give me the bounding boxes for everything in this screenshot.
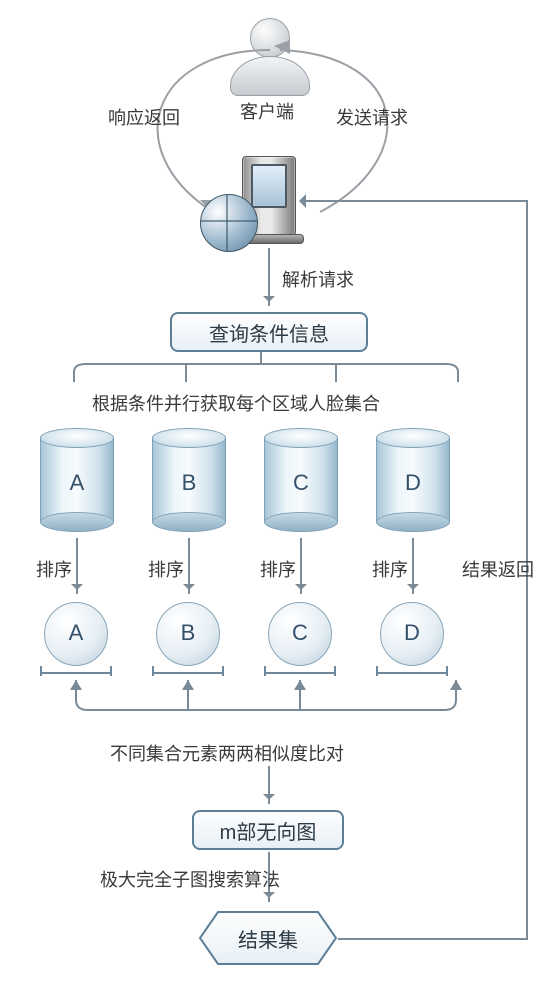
server-globe-icon xyxy=(200,194,258,252)
region-cyl-b-label: B xyxy=(152,470,226,496)
fanout-label: 根据条件并行获取每个区域人脸集合 xyxy=(92,390,380,416)
disc-a: A xyxy=(44,602,108,666)
region-cyl-c: C xyxy=(264,428,338,532)
query-conditions-box: 查询条件信息 xyxy=(170,312,368,352)
loop-left-label: 响应返回 xyxy=(108,104,180,130)
region-cyl-d-label: D xyxy=(376,470,450,496)
disc-b-label: B xyxy=(181,620,196,645)
arrow-sort-a xyxy=(76,538,78,594)
return-arrowhead xyxy=(292,194,306,208)
region-cyl-b: B xyxy=(152,428,226,532)
disc-c-label: C xyxy=(292,620,308,645)
m-partite-graph-text: m部无向图 xyxy=(220,816,317,845)
return-label: 结果返回 xyxy=(462,556,534,582)
disc-stand-b xyxy=(152,666,224,674)
disc-c: C xyxy=(268,602,332,666)
sort-label-a: 排序 xyxy=(36,556,72,582)
disc-a-label: A xyxy=(69,620,84,645)
arrow-compare-to-graph xyxy=(268,766,270,804)
result-hexagon-text: 结果集 xyxy=(238,924,298,953)
algo-label: 极大完全子图搜索算法 xyxy=(100,866,280,892)
disc-stand-a xyxy=(40,666,112,674)
query-conditions-text: 查询条件信息 xyxy=(209,318,329,347)
sort-label-c: 排序 xyxy=(260,556,296,582)
server-screen-icon xyxy=(251,164,287,208)
compare-label: 不同集合元素两两相似度比对 xyxy=(110,740,344,766)
disc-stand-c xyxy=(264,666,336,674)
result-hexagon: 结果集 xyxy=(198,910,338,966)
loop-right-label: 发送请求 xyxy=(336,104,408,130)
region-cyl-a: A xyxy=(40,428,114,532)
arrow-sort-b xyxy=(188,538,190,594)
disc-b: B xyxy=(156,602,220,666)
sort-label-d: 排序 xyxy=(372,556,408,582)
arrow-sort-d xyxy=(412,538,414,594)
parse-request-label: 解析请求 xyxy=(282,266,354,292)
region-cyl-d: D xyxy=(376,428,450,532)
fanout-bracket xyxy=(46,352,476,392)
arrow-server-to-query xyxy=(268,248,270,306)
disc-stand-d xyxy=(376,666,448,674)
return-h2 xyxy=(300,200,528,202)
disc-d: D xyxy=(380,602,444,666)
arrow-sort-c xyxy=(300,538,302,594)
disc-d-label: D xyxy=(404,620,420,645)
gather-bracket xyxy=(46,680,476,736)
return-h1 xyxy=(338,938,528,940)
sort-label-b: 排序 xyxy=(148,556,184,582)
m-partite-graph-box: m部无向图 xyxy=(192,810,344,850)
region-cyl-a-label: A xyxy=(40,470,114,496)
region-cyl-c-label: C xyxy=(264,470,338,496)
